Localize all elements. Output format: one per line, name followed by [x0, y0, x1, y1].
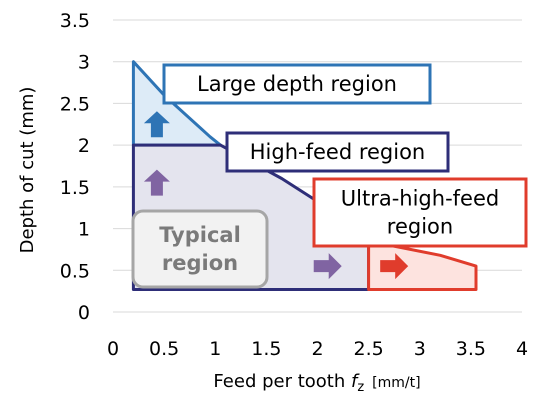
x-tick-label: 1.5: [251, 338, 281, 360]
x-tick-labels: 0 0.5 1 1.5 2 2.5 3 3.5 4: [107, 338, 528, 360]
y-tick-label: 3: [78, 52, 90, 74]
arrow-ultra-high-feed: [380, 253, 409, 280]
ultra-high-feed-label: Ultra-high-feed: [341, 187, 499, 211]
arrow-high-feed: [313, 253, 342, 280]
y-tick-label: 0: [78, 302, 90, 324]
y-tick-label: 3.5: [60, 10, 90, 32]
ultra-high-feed-label-box: [312, 177, 528, 248]
arrow-large-depth: [143, 111, 170, 138]
y-tick-label: 0.5: [60, 260, 90, 282]
y-tick-label: 2.5: [60, 93, 90, 115]
x-axis-title-unit: [mm/t]: [372, 375, 420, 391]
y-tick-label: 2: [78, 135, 90, 157]
y-tick-label: 1.5: [60, 177, 90, 199]
typical-label-box: [131, 209, 269, 289]
x-axis-title-var: f: [351, 371, 360, 392]
x-tick-label: 4: [516, 338, 528, 360]
ultra-high-feed-label: region: [387, 215, 453, 239]
arrows: [143, 111, 409, 280]
arrow-typical-high-feed: [143, 169, 170, 196]
y-tick-labels: 0 0.5 1 1.5 2 2.5 3 3.5: [60, 10, 90, 324]
high-feed-label-box: [225, 131, 450, 173]
y-tick-label: 1: [78, 219, 90, 241]
large-depth-label-box: [162, 63, 432, 105]
x-axis-title-main: Feed per tooth: [213, 371, 351, 392]
x-tick-label: 2: [311, 338, 323, 360]
x-axis-title: Feed per tooth fz [mm/t]: [213, 371, 420, 394]
x-tick-label: 0: [107, 338, 119, 360]
x-tick-label: 2.5: [354, 338, 384, 360]
large-depth-label: Large depth region: [197, 72, 397, 96]
high-feed-label: High-feed region: [250, 140, 426, 164]
y-axis-title: Depth of cut (mm): [17, 87, 38, 254]
x-tick-label: 3.5: [456, 338, 486, 360]
typical-label: region: [162, 251, 238, 275]
x-tick-label: 3: [414, 338, 426, 360]
x-tick-label: 1: [209, 338, 221, 360]
typical-label: Typical: [159, 223, 241, 247]
region-labels: Large depth region High-feed region Ultra-…: [131, 63, 528, 289]
x-tick-label: 0.5: [149, 338, 179, 360]
x-axis-title-sub: z: [357, 380, 364, 394]
